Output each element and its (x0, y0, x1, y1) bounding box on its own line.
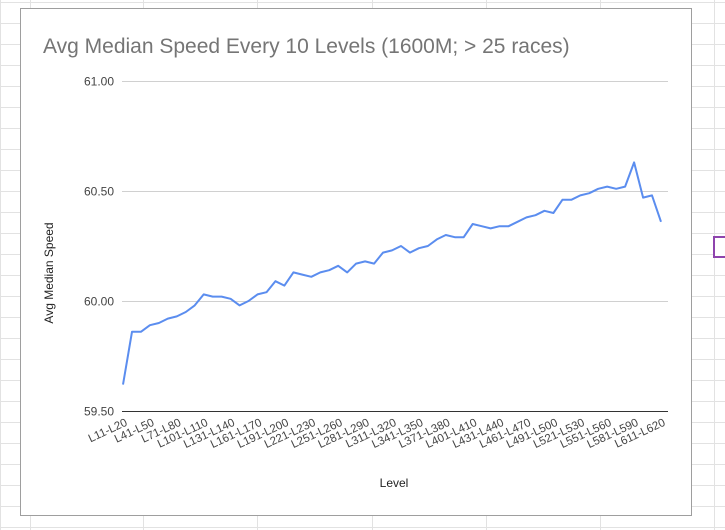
data-point[interactable] (515, 219, 521, 225)
data-point[interactable] (156, 320, 162, 326)
series-layer (120, 159, 664, 388)
data-point[interactable] (613, 186, 619, 192)
data-point[interactable] (389, 247, 395, 253)
data-point[interactable] (290, 269, 296, 275)
data-point[interactable] (586, 190, 592, 196)
data-point[interactable] (577, 192, 583, 198)
data-point[interactable] (326, 267, 332, 273)
data-point[interactable] (470, 221, 476, 227)
data-point[interactable] (452, 234, 458, 240)
data-point[interactable] (219, 294, 225, 300)
data-point[interactable] (443, 232, 449, 238)
data-point[interactable] (550, 210, 556, 216)
data-point[interactable] (488, 225, 494, 231)
data-point[interactable] (649, 192, 655, 198)
data-point[interactable] (658, 219, 664, 225)
data-point[interactable] (246, 298, 252, 304)
data-point[interactable] (138, 329, 144, 335)
data-point[interactable] (362, 258, 368, 264)
data-point[interactable] (335, 263, 341, 269)
data-point[interactable] (622, 184, 628, 190)
data-point[interactable] (201, 291, 207, 297)
series-line (122, 161, 662, 385)
data-point[interactable] (497, 223, 503, 229)
data-point[interactable] (407, 250, 413, 256)
data-point[interactable] (272, 278, 278, 284)
data-point[interactable] (353, 261, 359, 267)
data-point[interactable] (308, 274, 314, 280)
data-point[interactable] (595, 186, 601, 192)
data-point[interactable] (129, 329, 135, 335)
data-point[interactable] (640, 195, 646, 201)
chart-title: Avg Median Speed Every 10 Levels (1600M;… (43, 35, 570, 58)
data-point[interactable] (264, 289, 270, 295)
data-point[interactable] (192, 302, 198, 308)
x-axis-label: Level (380, 476, 409, 490)
data-point[interactable] (147, 322, 153, 328)
data-point[interactable] (371, 261, 377, 267)
data-point[interactable] (434, 236, 440, 242)
data-point[interactable] (228, 296, 234, 302)
y-axis-label: Avg Median Speed (42, 222, 56, 323)
chart-container[interactable]: Avg Median Speed Every 10 Levels (1600M;… (20, 8, 692, 516)
data-point[interactable] (281, 283, 287, 289)
data-point[interactable] (604, 184, 610, 190)
selected-cell-edge[interactable] (713, 236, 725, 258)
data-point[interactable] (174, 313, 180, 319)
data-point[interactable] (317, 269, 323, 275)
data-point[interactable] (461, 234, 467, 240)
data-point[interactable] (255, 291, 261, 297)
data-point[interactable] (425, 243, 431, 249)
data-point[interactable] (344, 269, 350, 275)
data-point[interactable] (416, 245, 422, 251)
line-chart: 61.00 60.50 60.00 59.50 L11-L20L41-L50L71-L… (42, 75, 668, 490)
data-point[interactable] (120, 382, 126, 388)
y-tick-label: 61.00 (84, 75, 114, 89)
data-point[interactable] (506, 223, 512, 229)
data-point[interactable] (559, 197, 565, 203)
y-tick-label: 60.50 (84, 185, 114, 199)
y-axis-tick-labels: 61.00 60.50 60.00 59.50 (84, 75, 114, 419)
x-axis-tick-labels: L11-L20L41-L50L71-L80L101-L110L131-L140L… (87, 417, 668, 451)
data-point[interactable] (524, 214, 530, 220)
data-point[interactable] (237, 302, 243, 308)
data-point[interactable] (380, 250, 386, 256)
data-point[interactable] (631, 159, 637, 165)
data-point[interactable] (533, 212, 539, 218)
data-point[interactable] (210, 294, 216, 300)
gridlines (122, 81, 668, 412)
data-point[interactable] (299, 272, 305, 278)
data-point[interactable] (479, 223, 485, 229)
data-point[interactable] (183, 309, 189, 315)
data-point[interactable] (165, 316, 171, 322)
data-point[interactable] (568, 197, 574, 203)
data-point[interactable] (541, 208, 547, 214)
data-point[interactable] (398, 243, 404, 249)
y-tick-label: 60.00 (84, 295, 114, 309)
y-tick-label: 59.50 (84, 405, 114, 419)
